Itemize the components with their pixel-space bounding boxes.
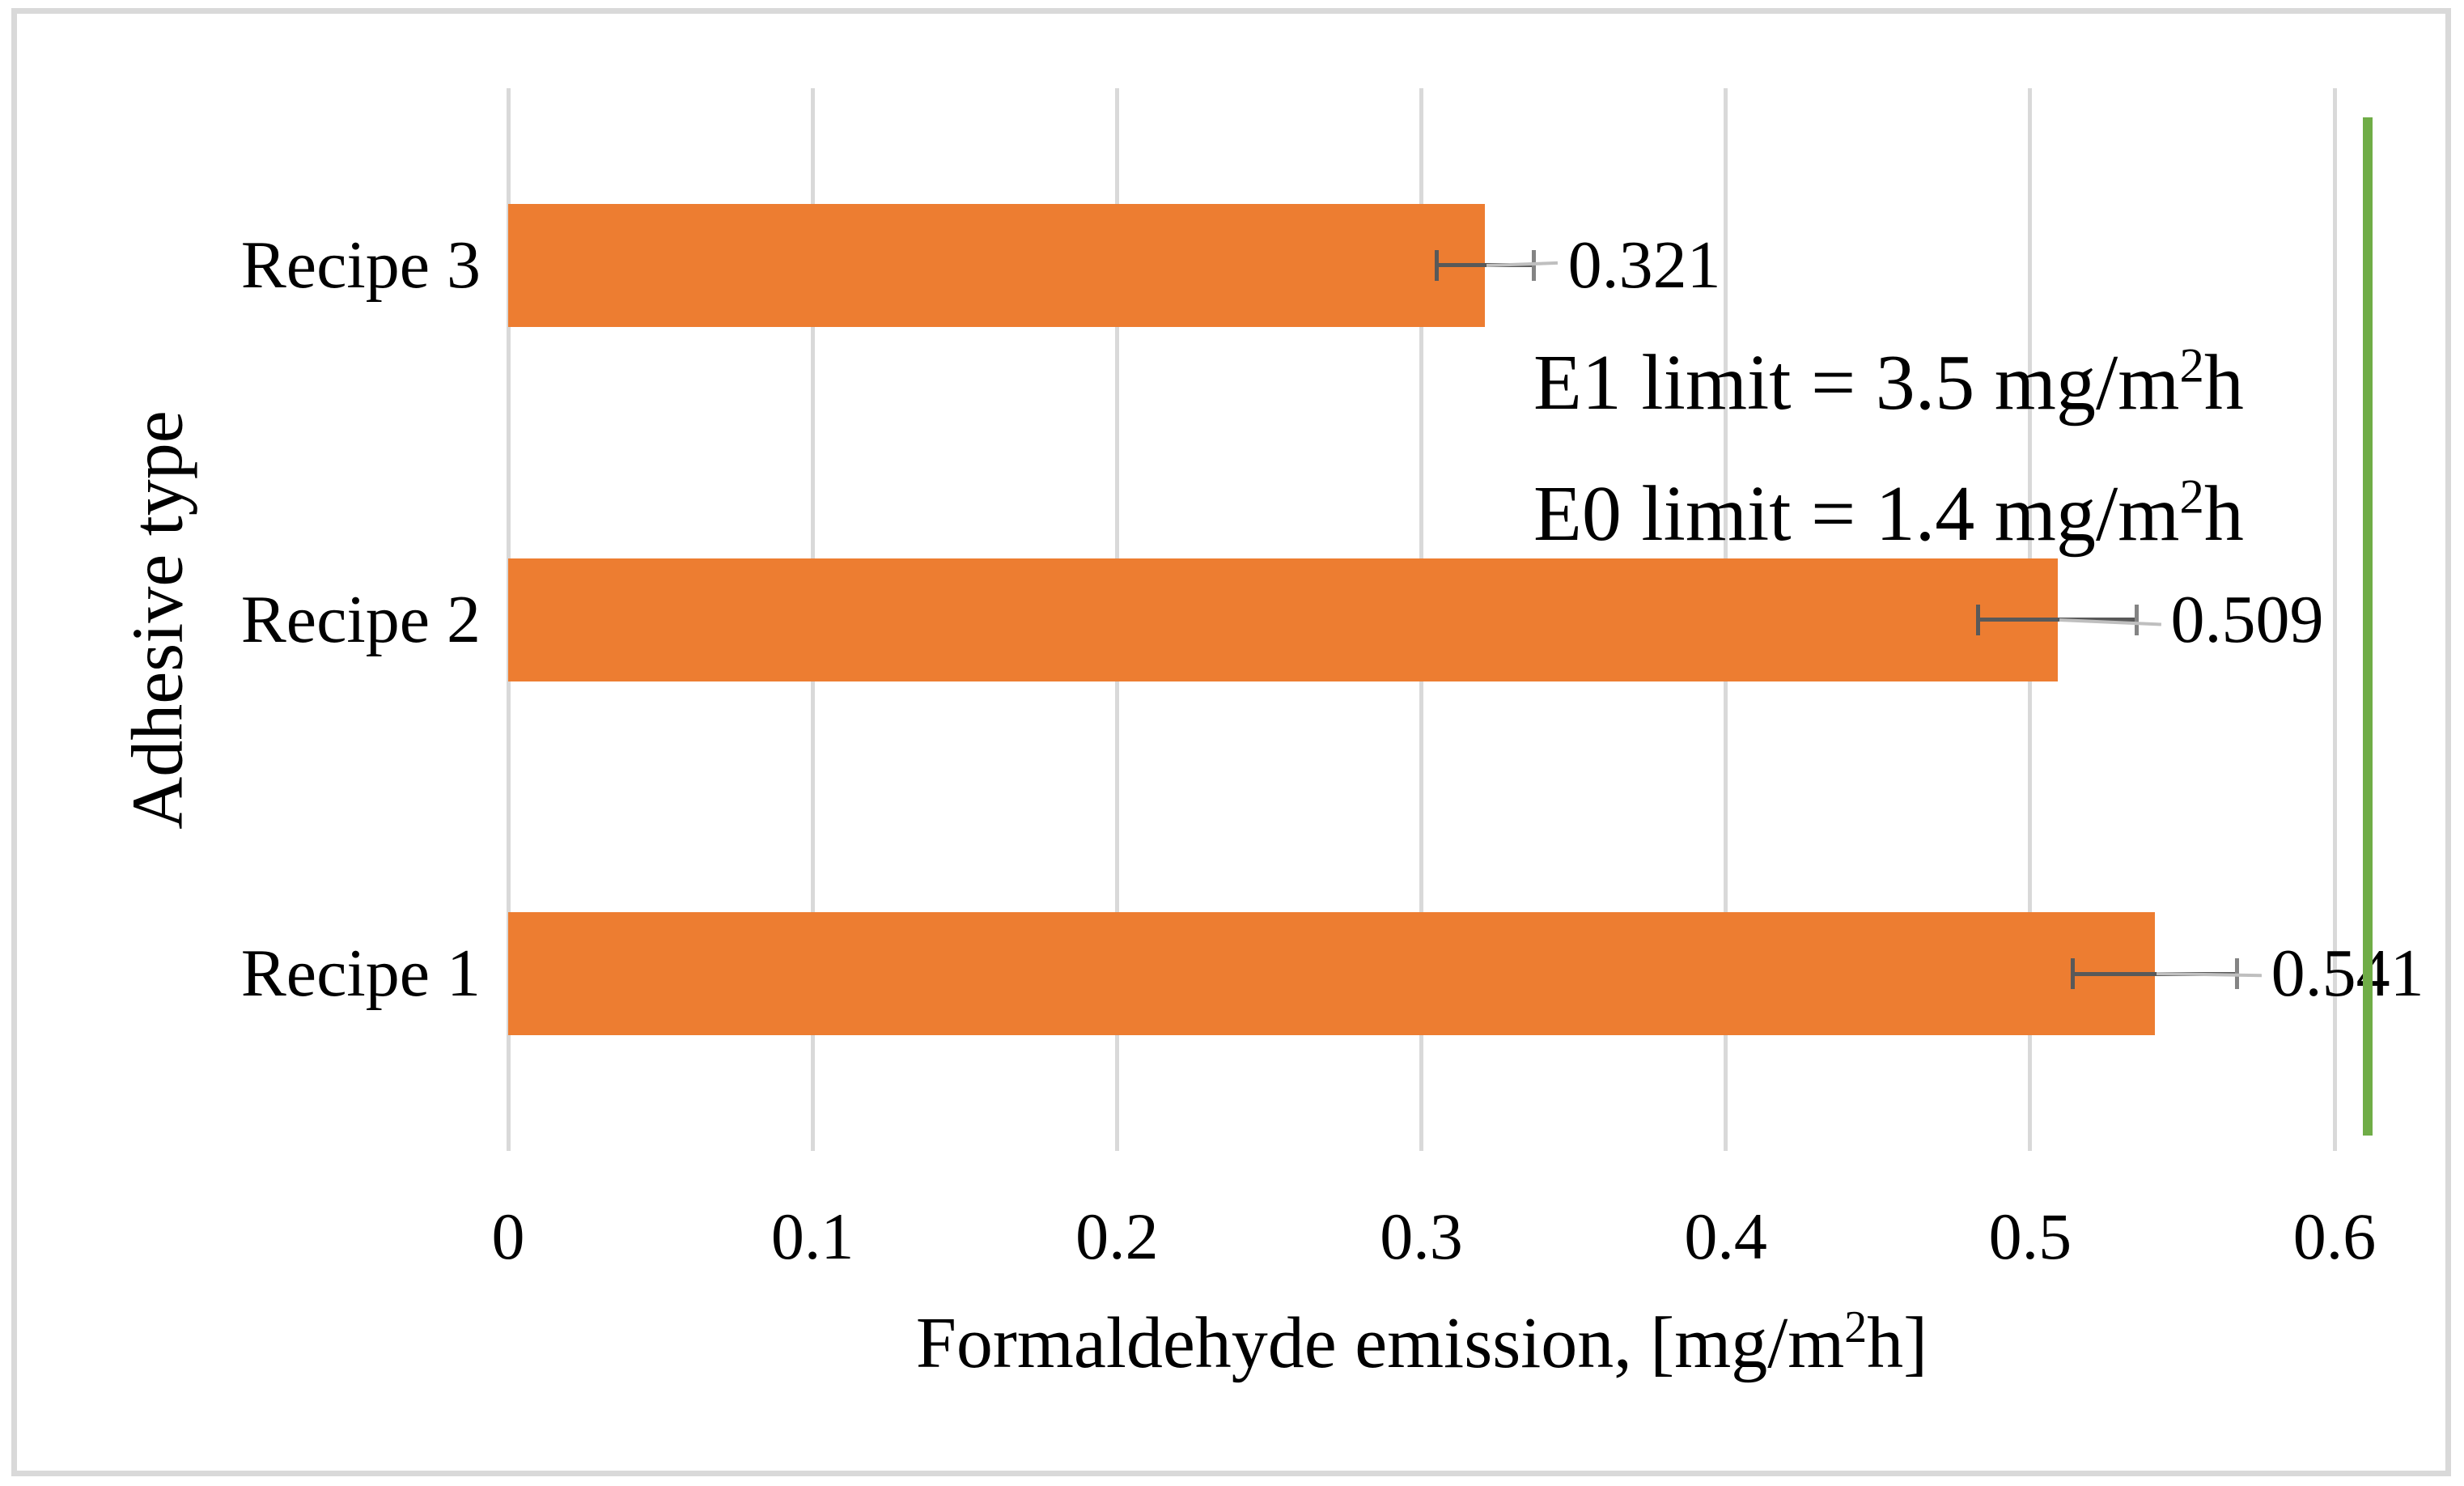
x-gridline: [2332, 88, 2337, 1151]
x-tick-label: 0: [491, 1199, 525, 1273]
y-axis-title: Adhesive type: [117, 410, 198, 830]
annotation-text: E0 limit = 1.4 mg/m: [1533, 470, 2180, 558]
annotation-tail: h: [2203, 470, 2244, 558]
limit-annotation-1: E1 limit = 3.5 mg/m2h: [1533, 333, 2244, 432]
error-bar: [2072, 971, 2237, 976]
category-label-recipe-3: Recipe 3: [240, 227, 481, 303]
error-bar: [1978, 618, 2137, 622]
figure-border: [11, 8, 2451, 1476]
reference-line: [2363, 117, 2373, 1136]
annotation-superscript: 2: [2179, 469, 2204, 524]
bar-recipe-1: [508, 912, 2156, 1036]
x-tick-label: 0.5: [1988, 1199, 2072, 1273]
x-axis-title-superscript: 2: [1844, 1302, 1868, 1352]
x-tick-label: 0.3: [1380, 1199, 1463, 1273]
x-tick-label: 0.6: [2292, 1199, 2377, 1273]
limit-annotation-2: E0 limit = 1.4 mg/m2h: [1533, 465, 2244, 563]
bar-recipe-2: [508, 558, 2058, 681]
annotation-superscript: 2: [2179, 338, 2204, 393]
annotation-tail: h: [2203, 339, 2244, 427]
x-axis-title-text: Formaldehyde emission, [mg/m: [915, 1303, 1845, 1383]
x-tick-label: 0.2: [1075, 1199, 1159, 1273]
error-bar-cap-right: [2134, 604, 2139, 635]
error-bar: [1436, 263, 1534, 268]
error-bar-cap-left: [1976, 604, 1981, 635]
bar-recipe-3: [508, 203, 1486, 327]
data-label: 0.509: [2170, 581, 2324, 657]
annotation-text: E1 limit = 3.5 mg/m: [1533, 339, 2180, 427]
x-tick-label: 0.4: [1684, 1199, 1767, 1273]
data-label: 0.541: [2271, 936, 2424, 1012]
x-axis-title: Formaldehyde emission, [mg/m2h]: [693, 1293, 2150, 1394]
data-label: 0.321: [1567, 227, 1721, 303]
error-bar-cap-left: [2070, 958, 2075, 990]
category-label-recipe-2: Recipe 2: [240, 581, 481, 657]
x-axis-title-tail: h]: [1867, 1303, 1928, 1383]
data-label-leader-line: [2157, 972, 2262, 978]
x-tick-label: 0.1: [770, 1199, 855, 1273]
error-bar-cap-left: [1434, 249, 1439, 281]
category-label-recipe-1: Recipe 1: [240, 936, 481, 1012]
